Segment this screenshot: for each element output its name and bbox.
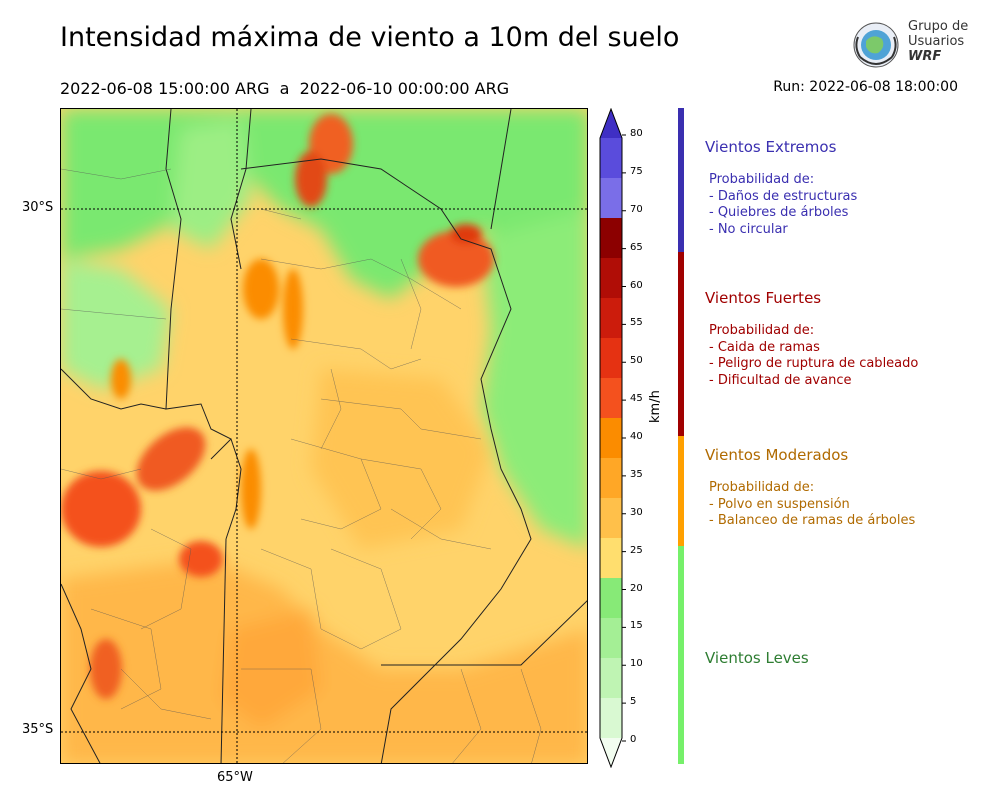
colorbar-tick-label: 45: [630, 393, 643, 405]
category-item: - Polvo en suspensión: [709, 496, 850, 512]
colorbar-tick-label: 25: [630, 544, 643, 556]
category-bar: [678, 108, 684, 252]
category-item: - Quiebres de árboles: [709, 205, 849, 220]
colorbar-tick-label: 50: [630, 355, 643, 367]
colorbar-max-extend: [600, 109, 622, 138]
colorbar-segment: [600, 578, 622, 618]
category-title: Vientos Extremos: [705, 138, 837, 156]
category-item: - Peligro de ruptura de cableado: [709, 356, 919, 371]
category-description: Probabilidad de: - Caida de ramas - Peligr…: [709, 323, 918, 389]
colorbar-segment: [600, 698, 622, 738]
colorbar: [599, 108, 626, 768]
colorbar-segment: [600, 138, 622, 178]
colorbar-tick-label: 65: [630, 241, 643, 253]
category-title: Vientos Leves: [705, 649, 809, 667]
colorbar-min-extend: [600, 738, 622, 767]
colorbar-segment: [600, 618, 622, 658]
colorbar-tick-label: 30: [630, 506, 643, 518]
colorbar-tick-label: 5: [630, 696, 637, 708]
colorbar-segment: [600, 338, 622, 378]
period-subtitle: 2022-06-08 15:00:00 ARG a 2022-06-10 00:…: [60, 79, 510, 98]
category-item: - No circular: [709, 221, 788, 237]
colorbar-segment: [600, 538, 622, 578]
lat-label-30s: 30°S: [22, 200, 54, 215]
colorbar-segment: [600, 178, 622, 218]
wind-map: [60, 108, 588, 764]
category-description: Probabilidad de: - Polvo en suspensión - B…: [709, 480, 915, 530]
category-title: Vientos Fuertes: [705, 289, 822, 307]
colorbar-segment: [600, 218, 622, 258]
category-bar: [678, 436, 684, 546]
colorbar-tick-label: 55: [630, 317, 643, 329]
colorbar-tick-label: 75: [630, 165, 643, 177]
logo-text: Grupo de Usuarios WRF: [908, 19, 968, 64]
lat-label-35s: 35°S: [22, 722, 54, 737]
colorbar-tick-label: 35: [630, 468, 643, 480]
wind-field: [61, 109, 587, 763]
colorbar-tick-label: 10: [630, 658, 643, 670]
colorbar-segment: [600, 418, 622, 458]
colorbar-segment: [600, 458, 622, 498]
category-description: Probabilidad de: - Daños de estructuras - …: [709, 172, 857, 238]
logo-line-3: WRF: [908, 49, 942, 64]
category-item: - Daños de estructuras: [709, 188, 858, 204]
colorbar-tick-label: 70: [630, 203, 643, 215]
category-intro: Probabilidad de:: [709, 172, 815, 187]
colorbar-segment: [600, 498, 622, 538]
colorbar-tick-label: 60: [630, 279, 643, 291]
globe-icon: [853, 22, 899, 68]
colorbar-unit: km/h: [648, 390, 663, 423]
category-item: - Caida de ramas: [709, 339, 820, 355]
category-item: - Balanceo de ramas de árboles: [709, 513, 916, 528]
colorbar-tick-label: 15: [630, 620, 643, 632]
colorbar-tick-label: 20: [630, 582, 643, 594]
colorbar-segment: [600, 658, 622, 698]
run-timestamp: Run: 2022-06-08 18:00:00: [773, 79, 958, 95]
colorbar-tick-label: 80: [630, 128, 643, 139]
colorbar-segment: [600, 298, 622, 338]
category-intro: Probabilidad de:: [709, 480, 815, 495]
logo-line-2: Usuarios: [908, 34, 965, 49]
colorbar-tick-label: 0: [630, 734, 637, 745]
map-title: Intensidad máxima de viento a 10m del su…: [60, 22, 680, 53]
colorbar-tick-label: 40: [630, 431, 643, 442]
category-bar: [678, 252, 684, 436]
category-item: - Dificultad de avance: [709, 372, 852, 388]
logo-line-1: Grupo de: [908, 19, 969, 34]
category-intro: Probabilidad de:: [709, 323, 815, 338]
colorbar-segment: [600, 258, 622, 298]
category-title: Vientos Moderados: [705, 446, 849, 464]
category-bar: [678, 546, 684, 764]
wrf-logo: Grupo de Usuarios WRF: [848, 17, 978, 75]
colorbar-segment: [600, 378, 622, 418]
lon-label-65w: 65°W: [217, 770, 253, 785]
